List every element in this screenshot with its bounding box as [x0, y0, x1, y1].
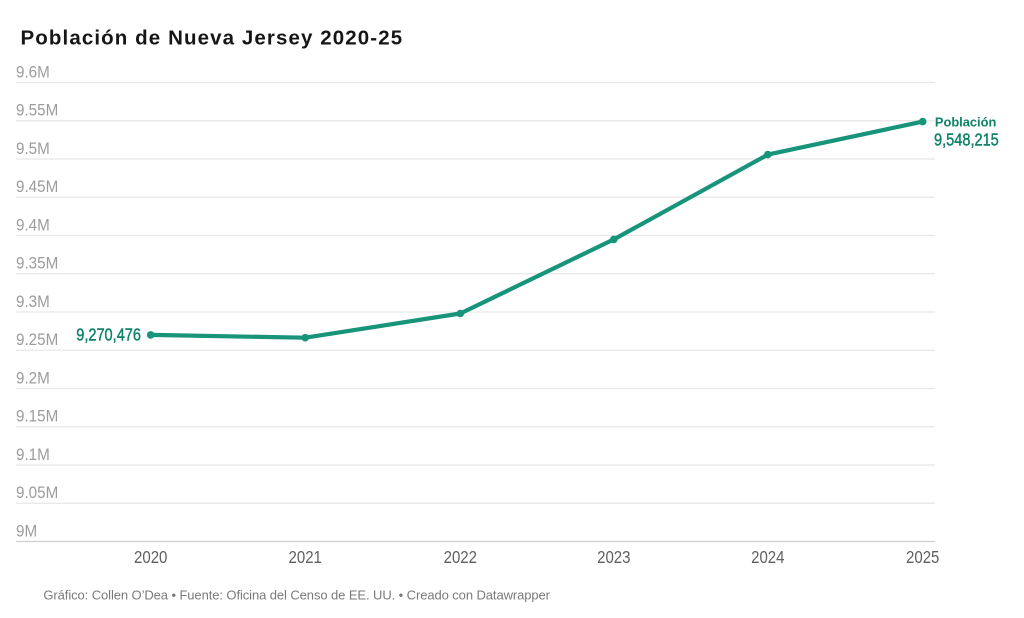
svg-text:2023: 2023	[597, 548, 630, 567]
svg-text:9.35M: 9.35M	[16, 254, 58, 273]
svg-text:9M: 9M	[16, 522, 37, 541]
svg-text:9.1M: 9.1M	[16, 445, 50, 464]
svg-text:9.3M: 9.3M	[16, 292, 50, 311]
svg-text:9.4M: 9.4M	[16, 216, 50, 235]
svg-text:2021: 2021	[289, 548, 322, 567]
svg-text:2022: 2022	[444, 548, 477, 567]
svg-text:9,270,476: 9,270,476	[76, 325, 141, 345]
svg-text:9.55M: 9.55M	[16, 101, 58, 120]
svg-text:2020: 2020	[134, 548, 167, 567]
svg-text:9.15M: 9.15M	[16, 407, 58, 426]
svg-text:Población de Nueva Jersey 2020: Población de Nueva Jersey 2020-25	[21, 26, 404, 49]
svg-text:Gráfico: Collen O’Dea • Fuente: Gráfico: Collen O’Dea • Fuente: Oficina …	[43, 588, 550, 603]
svg-text:2024: 2024	[751, 548, 784, 567]
svg-text:9.45M: 9.45M	[16, 177, 58, 196]
svg-text:Población: Población	[935, 114, 997, 129]
svg-text:9.6M: 9.6M	[16, 63, 50, 82]
svg-text:2025: 2025	[906, 548, 939, 567]
svg-text:9,548,215: 9,548,215	[934, 130, 999, 150]
svg-text:9.2M: 9.2M	[16, 369, 50, 388]
svg-text:9.5M: 9.5M	[16, 139, 50, 158]
svg-text:9.05M: 9.05M	[16, 483, 58, 502]
svg-text:9.25M: 9.25M	[16, 330, 58, 349]
